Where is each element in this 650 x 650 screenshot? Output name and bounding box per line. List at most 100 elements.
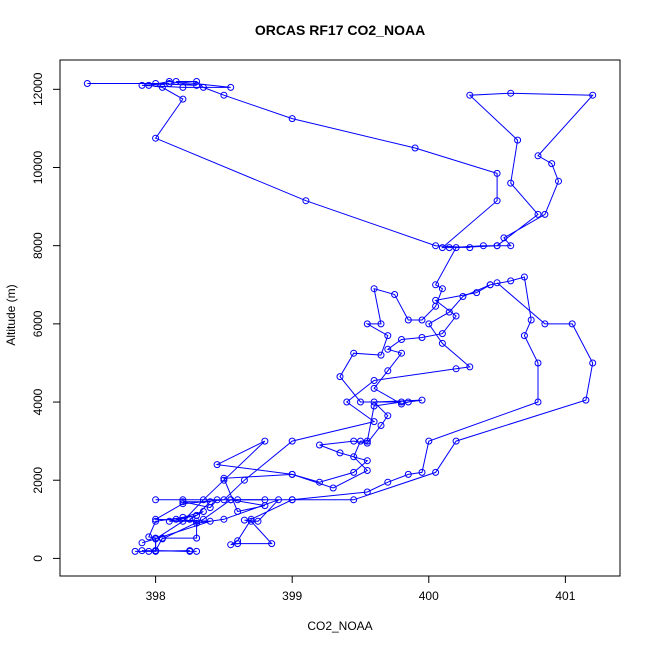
series-layer xyxy=(83,78,597,555)
data-point xyxy=(199,515,207,523)
data-point xyxy=(350,496,358,504)
data-point xyxy=(363,467,371,474)
data-point xyxy=(432,468,440,476)
x-axis-label: CO2_NOAA xyxy=(307,619,372,633)
data-point xyxy=(432,242,440,250)
data-point xyxy=(514,136,522,144)
data-point xyxy=(384,345,392,353)
data-point xyxy=(541,320,549,328)
data-point xyxy=(425,320,433,328)
y-axis-label: Altitude (m) xyxy=(4,284,18,345)
data-point xyxy=(493,242,501,250)
data-point xyxy=(193,534,201,542)
data-point xyxy=(520,332,528,340)
data-point xyxy=(350,349,358,357)
data-point xyxy=(172,515,180,523)
data-point xyxy=(398,336,405,343)
data-point xyxy=(234,540,242,548)
data-point xyxy=(302,197,310,205)
data-point xyxy=(384,332,392,340)
data-point xyxy=(261,502,269,510)
data-point xyxy=(534,359,542,367)
data-point xyxy=(145,81,153,89)
data-point xyxy=(220,474,228,482)
data-point xyxy=(165,517,173,525)
data-point xyxy=(370,418,378,426)
data-point xyxy=(404,398,412,406)
data-point xyxy=(445,244,453,252)
data-point xyxy=(425,437,433,445)
y-tick-label: 2000 xyxy=(31,467,45,494)
data-series xyxy=(152,281,494,555)
data-point xyxy=(555,177,562,185)
data-point xyxy=(288,496,296,504)
data-point xyxy=(350,437,358,445)
data-point xyxy=(227,496,235,504)
data-point xyxy=(336,373,344,381)
data-point xyxy=(534,398,542,406)
data-point xyxy=(193,511,201,519)
data-point xyxy=(227,83,235,91)
x-axis: 398 399 400 401 xyxy=(146,576,576,603)
data-point xyxy=(432,302,440,310)
data-point xyxy=(411,144,419,152)
data-point xyxy=(152,517,160,525)
data-point xyxy=(534,210,542,218)
data-point xyxy=(227,541,235,549)
data-point xyxy=(343,398,351,406)
data-point xyxy=(527,316,535,324)
data-point xyxy=(445,308,453,316)
data-point xyxy=(179,498,187,506)
data-point xyxy=(179,95,187,103)
data-point xyxy=(384,412,392,420)
data-point xyxy=(288,115,296,123)
data-point xyxy=(404,470,412,478)
data-point xyxy=(520,273,528,281)
data-point xyxy=(363,320,371,328)
data-point xyxy=(152,535,160,543)
data-point xyxy=(479,242,487,250)
data-point xyxy=(452,365,460,373)
plot-frame xyxy=(59,59,621,577)
data-point xyxy=(589,359,597,367)
data-point xyxy=(240,476,248,484)
data-point xyxy=(165,80,173,87)
data-point xyxy=(152,80,160,87)
data-point xyxy=(165,78,173,85)
data-point xyxy=(179,500,187,508)
data-series xyxy=(83,78,597,547)
data-point xyxy=(288,470,296,478)
data-point xyxy=(213,461,221,469)
data-point xyxy=(193,78,201,85)
data-point xyxy=(152,134,160,142)
data-point xyxy=(199,496,207,504)
data-point xyxy=(418,334,426,341)
data-point xyxy=(254,517,262,525)
data-point xyxy=(493,197,501,205)
data-point xyxy=(158,535,166,543)
data-point xyxy=(357,398,364,406)
data-point xyxy=(493,279,501,287)
data-point xyxy=(138,81,146,89)
data-point xyxy=(507,242,515,250)
data-point xyxy=(507,277,515,285)
data-point xyxy=(548,160,556,168)
data-point xyxy=(384,478,392,486)
data-point xyxy=(186,547,194,555)
data-point xyxy=(568,320,576,328)
data-point xyxy=(234,537,242,545)
data-point xyxy=(193,547,201,555)
data-point xyxy=(452,437,460,445)
data-point xyxy=(363,457,371,465)
data-point xyxy=(363,437,371,445)
data-point xyxy=(398,400,405,408)
data-point xyxy=(438,339,446,347)
data-point xyxy=(589,91,597,99)
data-point xyxy=(493,169,501,177)
data-point xyxy=(357,437,364,445)
data-point xyxy=(404,316,412,324)
data-point xyxy=(206,504,214,512)
data-point xyxy=(418,396,426,404)
